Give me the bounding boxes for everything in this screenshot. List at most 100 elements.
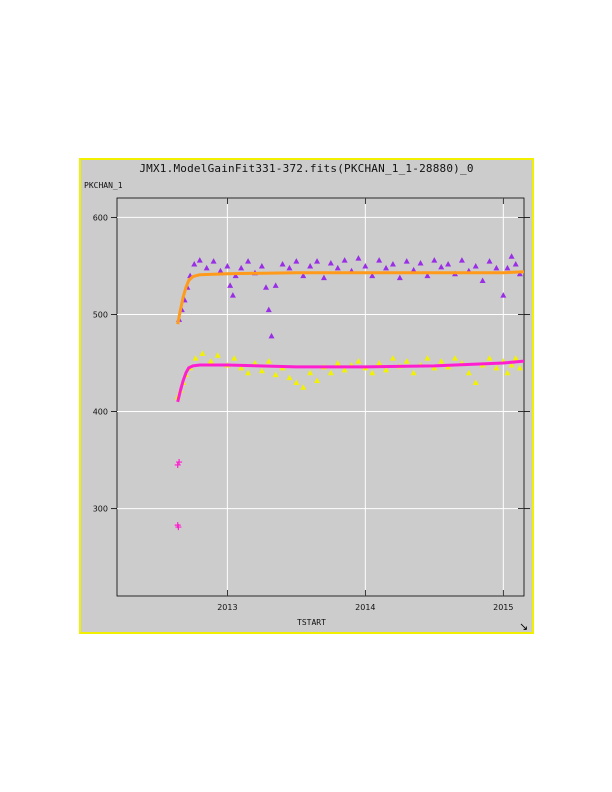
data-point bbox=[263, 284, 270, 290]
data-point bbox=[504, 369, 511, 376]
data-point bbox=[268, 332, 275, 339]
data-point bbox=[500, 292, 507, 298]
data-point bbox=[334, 360, 341, 366]
data-point bbox=[286, 264, 293, 271]
data-point bbox=[272, 371, 279, 378]
data-point bbox=[403, 258, 410, 264]
data-point bbox=[512, 355, 519, 361]
data-point bbox=[410, 369, 417, 376]
data-point bbox=[396, 274, 403, 281]
data-point bbox=[229, 292, 236, 298]
data-point bbox=[362, 262, 369, 269]
data-point bbox=[265, 306, 272, 313]
data-point bbox=[265, 358, 272, 364]
y-tick-label: 300 bbox=[93, 505, 108, 514]
data-point bbox=[486, 258, 493, 264]
data-point bbox=[192, 355, 199, 361]
data-point bbox=[327, 369, 334, 376]
data-point bbox=[431, 257, 438, 263]
data-point bbox=[376, 360, 383, 366]
data-point bbox=[383, 264, 390, 271]
data-point bbox=[258, 262, 265, 269]
data-point bbox=[369, 272, 376, 279]
data-point bbox=[203, 264, 210, 271]
data-point bbox=[458, 257, 465, 263]
data-point bbox=[300, 384, 307, 390]
data-point bbox=[224, 262, 231, 269]
data-point bbox=[174, 461, 181, 468]
data-point bbox=[307, 369, 314, 376]
data-point bbox=[341, 366, 348, 373]
data-point bbox=[314, 377, 321, 383]
data-point bbox=[355, 358, 362, 364]
data-point bbox=[512, 261, 519, 267]
plot-window: 2013 2014 2015 300 400 500 600 JMX1.ModelGainF… bbox=[79, 158, 534, 634]
data-point bbox=[424, 272, 431, 279]
data-point bbox=[410, 266, 417, 273]
data-point bbox=[245, 258, 252, 264]
data-point bbox=[438, 358, 445, 364]
data-point bbox=[293, 258, 300, 264]
data-point bbox=[431, 364, 438, 371]
data-point bbox=[191, 261, 198, 267]
data-point bbox=[227, 282, 234, 288]
data-point bbox=[383, 366, 390, 373]
fit-line-3 bbox=[176, 270, 525, 325]
data-point bbox=[508, 361, 515, 368]
data-point bbox=[389, 261, 396, 267]
data-point bbox=[465, 369, 472, 376]
data-point bbox=[479, 277, 486, 284]
data-point bbox=[389, 355, 396, 361]
data-point bbox=[445, 261, 452, 267]
data-point bbox=[175, 524, 182, 531]
y-axis-label: PKCHAN_1 bbox=[84, 181, 123, 190]
data-point bbox=[238, 364, 245, 371]
data-point bbox=[314, 258, 321, 264]
scatter-chart: 2013 2014 2015 300 400 500 600 bbox=[93, 197, 530, 612]
data-point bbox=[493, 364, 500, 371]
data-point bbox=[438, 263, 445, 270]
y-tick-label: 500 bbox=[93, 310, 108, 319]
data-point bbox=[199, 350, 206, 356]
data-point bbox=[231, 355, 238, 361]
data-point bbox=[232, 272, 239, 279]
data-point bbox=[258, 367, 265, 374]
data-point bbox=[417, 260, 424, 266]
data-point bbox=[403, 358, 410, 364]
data-point bbox=[207, 358, 214, 364]
resize-corner-icon[interactable]: ↘ bbox=[519, 620, 529, 633]
data-point bbox=[369, 369, 376, 376]
data-point bbox=[320, 274, 327, 281]
chart-title: JMX1.ModelGainFit331-372.fits(PKCHAN_1_1… bbox=[139, 162, 474, 175]
data-point bbox=[355, 255, 362, 261]
data-point bbox=[286, 374, 293, 381]
x-tick-label: 2013 bbox=[217, 603, 237, 612]
data-point bbox=[376, 257, 383, 263]
plot-frame bbox=[116, 197, 525, 597]
data-point bbox=[214, 352, 221, 358]
data-point bbox=[327, 260, 334, 266]
y-tick-label: 400 bbox=[93, 408, 108, 417]
x-axis-label: TSTART bbox=[297, 618, 326, 627]
data-point bbox=[196, 257, 203, 263]
data-point bbox=[176, 459, 183, 466]
data-point bbox=[334, 264, 341, 271]
x-tick-label: 2015 bbox=[493, 603, 513, 612]
data-point bbox=[472, 262, 479, 269]
data-point bbox=[472, 379, 479, 385]
data-point bbox=[452, 355, 459, 361]
y-tick-label: 600 bbox=[93, 213, 108, 222]
data-point bbox=[217, 267, 224, 274]
data-point bbox=[504, 264, 511, 271]
data-point bbox=[508, 253, 515, 259]
data-point bbox=[516, 364, 523, 371]
data-point bbox=[293, 379, 300, 385]
data-point bbox=[300, 272, 307, 279]
data-point bbox=[279, 261, 286, 267]
data-point bbox=[307, 262, 314, 269]
data-point bbox=[251, 360, 258, 366]
data-point bbox=[341, 257, 348, 263]
data-point bbox=[272, 282, 279, 288]
fit-line-4 bbox=[176, 359, 525, 403]
data-point bbox=[486, 355, 493, 361]
